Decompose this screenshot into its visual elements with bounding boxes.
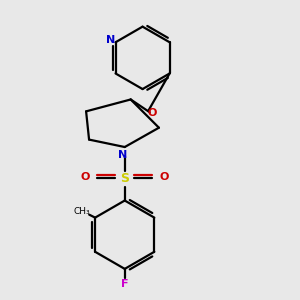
Text: O: O [159,172,169,182]
Text: F: F [121,279,128,289]
Text: S: S [120,172,129,185]
Text: CH₃: CH₃ [74,207,90,216]
Text: O: O [81,172,90,182]
Text: N: N [118,150,127,160]
Text: O: O [147,108,157,118]
Text: N: N [106,35,115,45]
